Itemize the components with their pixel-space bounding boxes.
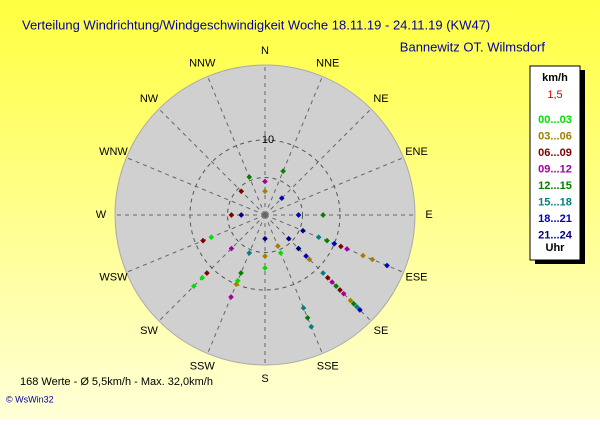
data-point bbox=[238, 270, 244, 276]
direction-label: WSW bbox=[99, 272, 128, 284]
data-point bbox=[331, 240, 338, 247]
grid-circle bbox=[227, 177, 303, 253]
direction-label: NW bbox=[140, 93, 159, 105]
data-point bbox=[285, 235, 292, 242]
legend-box bbox=[529, 65, 581, 261]
legend-entry: 00...03 bbox=[538, 114, 572, 126]
data-point bbox=[280, 168, 286, 175]
direction-label: NNW bbox=[189, 57, 216, 69]
data-point bbox=[262, 235, 268, 242]
direction-label: E bbox=[425, 209, 432, 221]
data-point bbox=[344, 246, 350, 252]
direction-label: SE bbox=[374, 325, 389, 337]
legend-footer: Uhr bbox=[546, 242, 566, 254]
direction-label: NE bbox=[373, 93, 388, 105]
data-point bbox=[191, 283, 197, 289]
legend-entry: 15...18 bbox=[538, 196, 572, 208]
footer: 168 Werte - Ø 5,5km/h - Max. 32,0km/h bbox=[20, 376, 213, 388]
legend-entry: 03...06 bbox=[538, 130, 572, 142]
data-point bbox=[347, 297, 354, 304]
data-point bbox=[340, 290, 347, 297]
data-point bbox=[304, 314, 311, 321]
data-point bbox=[228, 212, 235, 218]
data-point bbox=[324, 274, 331, 281]
direction-label: SW bbox=[140, 325, 158, 337]
data-point bbox=[262, 188, 268, 195]
legend-entry: 06...09 bbox=[538, 147, 572, 159]
data-point bbox=[295, 245, 302, 252]
r-tick-label: 10 bbox=[262, 134, 274, 146]
direction-spoke bbox=[126, 214, 266, 273]
legend-title: km/h bbox=[542, 72, 568, 84]
data-point bbox=[354, 304, 360, 310]
direction-label: SSE bbox=[317, 360, 339, 372]
data-point bbox=[200, 237, 206, 244]
data-point bbox=[275, 243, 281, 249]
data-point bbox=[324, 237, 330, 244]
data-point bbox=[208, 234, 215, 241]
data-point bbox=[246, 174, 253, 180]
data-point bbox=[233, 281, 240, 288]
data-point bbox=[306, 256, 313, 263]
data-point bbox=[262, 178, 268, 185]
direction-label: SSW bbox=[190, 360, 216, 372]
data-point bbox=[350, 300, 357, 307]
direction-label: S bbox=[261, 373, 268, 385]
data-point bbox=[262, 265, 268, 271]
grid-circle bbox=[189, 139, 341, 291]
data-point bbox=[337, 287, 343, 293]
data-point bbox=[238, 188, 245, 195]
direction-spoke bbox=[264, 76, 323, 216]
data-point bbox=[300, 227, 306, 234]
data-point bbox=[320, 212, 326, 218]
data-point bbox=[357, 307, 363, 313]
data-point bbox=[277, 250, 284, 256]
direction-label: ESE bbox=[406, 272, 428, 284]
legend-entry: 21...24 bbox=[538, 229, 573, 241]
legend-entry: 12...15 bbox=[538, 180, 572, 192]
credit: © WsWin32 bbox=[6, 394, 54, 404]
data-point bbox=[246, 250, 253, 256]
data-point bbox=[300, 305, 307, 311]
data-point bbox=[333, 283, 339, 289]
data-point bbox=[308, 323, 315, 330]
data-point bbox=[384, 262, 390, 269]
direction-label: NNE bbox=[316, 57, 339, 69]
chart-subtitle: Bannewitz OT. Wilmsdorf bbox=[400, 39, 546, 54]
direction-label: ENE bbox=[405, 146, 428, 158]
legend-entry: 18...21 bbox=[538, 213, 572, 225]
data-point bbox=[228, 245, 235, 252]
data-point bbox=[369, 256, 376, 263]
data-point bbox=[303, 253, 309, 259]
data-point bbox=[295, 212, 302, 218]
data-point bbox=[262, 253, 268, 259]
data-point bbox=[238, 212, 245, 218]
direction-label: WNW bbox=[99, 146, 128, 158]
data-point bbox=[228, 294, 234, 300]
direction-spoke bbox=[158, 108, 266, 216]
data-point bbox=[320, 270, 326, 276]
data-point bbox=[204, 270, 210, 276]
direction-label: W bbox=[96, 209, 107, 221]
data-point bbox=[278, 195, 285, 202]
legend-entry: 09...12 bbox=[538, 163, 572, 175]
direction-label: N bbox=[261, 45, 269, 57]
data-point bbox=[338, 243, 344, 250]
data-point bbox=[329, 279, 335, 285]
data-point bbox=[360, 252, 366, 259]
data-point bbox=[315, 234, 322, 241]
legend-calm: 1,5 bbox=[547, 89, 562, 101]
chart-title: Verteilung Windrichtung/Windgeschwindigk… bbox=[22, 17, 490, 32]
data-point bbox=[199, 274, 206, 281]
